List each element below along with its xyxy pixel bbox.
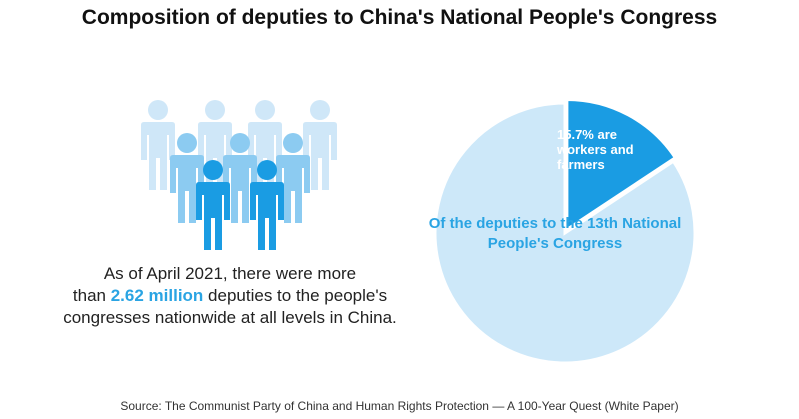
pie-chart	[433, 97, 697, 365]
pie-caption: Of the deputies to the 13th National Peo…	[428, 215, 682, 252]
source-note: Source: The Communist Party of China and…	[120, 399, 679, 413]
slice-label-workers-farmers: 15.7% are workers and farmers	[557, 127, 634, 172]
summary-line-1: As of April 2021, there were more	[103, 264, 357, 283]
person-icon	[141, 100, 175, 190]
summary-pre: than	[72, 286, 106, 305]
summary-line-2: than 2.62 million deputies to the people…	[40, 285, 420, 307]
chart-title: Composition of deputies to China's Natio…	[81, 6, 718, 29]
deputy-count-highlight: 2.62 million	[110, 286, 204, 305]
people-group-icon	[141, 100, 337, 250]
pie-slice-other	[433, 101, 697, 365]
pie-slice-workers-farmers	[565, 97, 678, 233]
summary-post: deputies to the people's	[208, 286, 388, 305]
summary-line-3: congresses nationwide at all levels in C…	[63, 308, 397, 327]
deputies-summary: As of April 2021, there were more than 2…	[40, 263, 420, 329]
